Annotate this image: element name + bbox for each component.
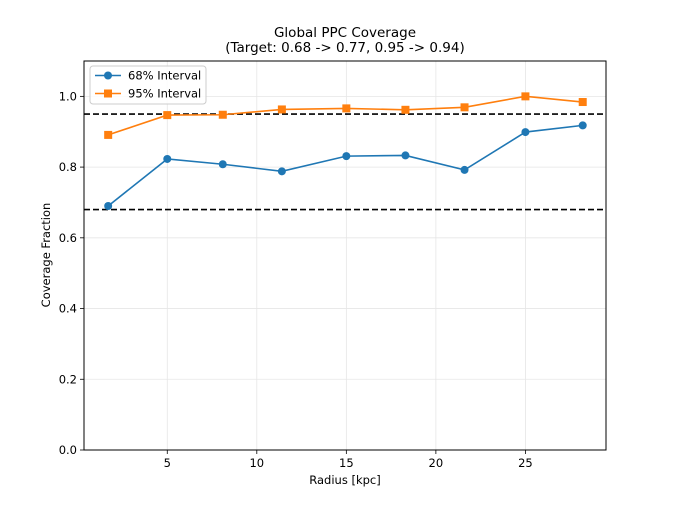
- data-point-square: [342, 104, 351, 113]
- legend-marker-95: [104, 89, 112, 98]
- data-point-square: [104, 130, 113, 139]
- data-point-circle: [218, 160, 227, 169]
- plot-frame: [83, 60, 607, 451]
- data-point-square: [460, 103, 469, 112]
- axis-ticks: 5 10 15 20 25 0.0 0.2 0.4 0.6 0.8 1.0: [59, 89, 533, 470]
- legend-entry-68: 68% Interval: [95, 69, 201, 83]
- grid-lines: [84, 61, 606, 451]
- data-point-circle: [401, 151, 410, 160]
- y-tick-label: 1.0: [59, 89, 77, 103]
- data-point-circle: [277, 167, 286, 176]
- data-point-square: [578, 98, 587, 107]
- y-axis-label: Coverage Fraction: [39, 203, 53, 308]
- x-tick-label: 10: [249, 456, 264, 470]
- data-point-square: [521, 92, 530, 101]
- legend: 68% Interval 95% Interval: [89, 65, 207, 105]
- y-tick-label: 0.6: [59, 231, 77, 245]
- y-tick-label: 0.2: [59, 372, 77, 386]
- data-point-circle: [104, 201, 113, 210]
- data-point-circle: [521, 128, 530, 137]
- x-axis-label: Radius [kpc]: [309, 473, 380, 487]
- data-point-square: [218, 110, 227, 119]
- data-point-circle: [163, 154, 172, 163]
- data-point-square: [163, 111, 172, 120]
- data-point-circle: [342, 152, 351, 161]
- legend-entry-95: 95% Interval: [95, 87, 201, 101]
- legend-label-68: 68% Interval: [128, 69, 201, 83]
- data-point-circle: [578, 121, 587, 130]
- data-point-square: [277, 105, 286, 114]
- y-tick-label: 0.0: [59, 443, 77, 457]
- x-tick-label: 25: [518, 456, 533, 470]
- chart-subtitle: (Target: 0.68 -> 0.77, 0.95 -> 0.94): [225, 40, 465, 56]
- y-tick-label: 0.8: [59, 160, 77, 174]
- x-tick-label: 20: [429, 456, 444, 470]
- data-point-square: [401, 105, 410, 114]
- x-tick-label: 15: [339, 456, 354, 470]
- legend-label-95: 95% Interval: [128, 87, 201, 101]
- data-point-circle: [460, 165, 469, 174]
- chart-title: Global PPC Coverage: [274, 25, 416, 41]
- x-tick-label: 5: [164, 456, 171, 470]
- y-tick-label: 0.4: [59, 302, 77, 316]
- data-series: [104, 92, 587, 210]
- legend-marker-68: [104, 71, 112, 80]
